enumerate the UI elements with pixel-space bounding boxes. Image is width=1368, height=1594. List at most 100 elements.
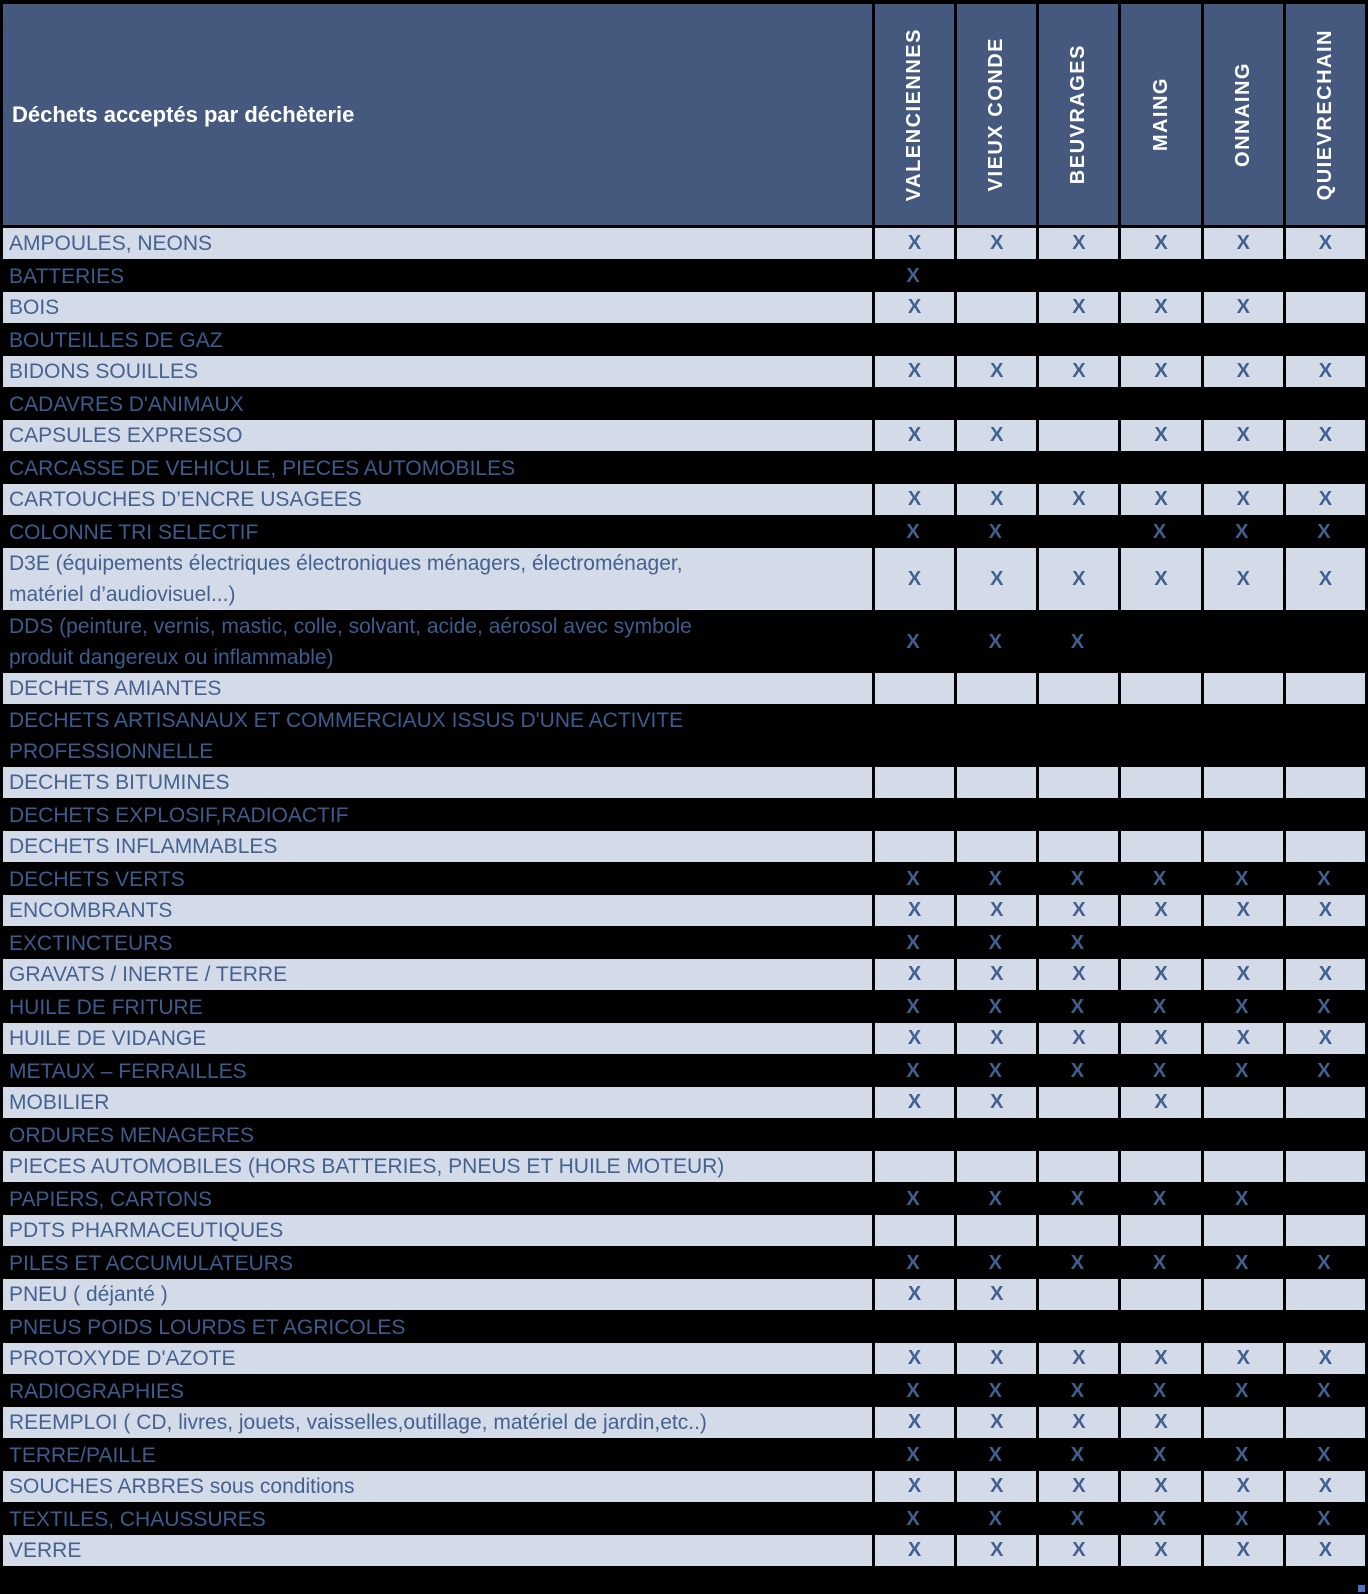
mark-cell xyxy=(1036,1279,1118,1310)
row-label: PDTS PHARMACEUTIQUES xyxy=(9,1219,284,1242)
mark-cell xyxy=(1036,388,1118,420)
table-row: PDTS PHARMACEUTIQUES xyxy=(3,1215,1365,1247)
table-row: DECHETS ARTISANAUX ET COMMERCIAUX ISSUS … xyxy=(3,705,1365,767)
table-row: CARTOUCHES D’ENCRE USAGEES X X X X X X xyxy=(3,484,1365,516)
column-header-label: QUIEVRECHAIN xyxy=(1313,28,1336,201)
mark-cell: X xyxy=(1152,1251,1167,1274)
mark-cell xyxy=(872,1311,954,1343)
mark-cell: X xyxy=(988,867,1002,890)
mark-cell xyxy=(1201,324,1283,356)
mark-cell: X xyxy=(1235,867,1249,890)
mark-cell: X xyxy=(954,959,1036,990)
mark-cell xyxy=(1201,611,1283,673)
mark-cell: X xyxy=(1282,548,1365,610)
mark-cell: X xyxy=(1118,895,1200,926)
mark-cell xyxy=(1200,831,1283,862)
mark-cell: X xyxy=(954,1407,1036,1438)
mark-cell: X xyxy=(1200,1343,1283,1374)
mark-cell xyxy=(1201,1119,1283,1151)
table-row: BOUTEILLES DE GAZ xyxy=(3,324,1365,356)
mark-cell xyxy=(1036,1119,1118,1151)
mark-cell xyxy=(1282,1279,1365,1310)
row-label: PROTOXYDE D'AZOTE xyxy=(9,1347,236,1370)
mark-cell xyxy=(872,1151,954,1182)
mark-cell: X xyxy=(1152,1379,1167,1402)
mark-cell: X xyxy=(988,630,1002,653)
table-row: DDS (peinture, vernis, mastic, colle, so… xyxy=(3,611,1365,673)
table-row: ORDURES MENAGERES xyxy=(3,1119,1365,1151)
mark-cell: X xyxy=(1317,867,1331,890)
table-row: GRAVATS / INERTE / TERRE X X X X X X xyxy=(3,959,1365,991)
row-label: PIECES AUTOMOBILES (HORS BATTERIES, PNEU… xyxy=(9,1155,725,1178)
mark-cell xyxy=(1200,1407,1283,1438)
table-row: COLONNE TRI SELECTIF X X X X X xyxy=(3,516,1365,548)
mark-cell: X xyxy=(872,1471,954,1502)
mark-cell xyxy=(1200,1215,1283,1246)
mark-cell xyxy=(1118,1151,1200,1182)
mark-cell: X xyxy=(1200,1471,1283,1502)
mark-cell: X xyxy=(1118,228,1200,259)
mark-cell: X xyxy=(1036,1023,1118,1054)
mark-cell: X xyxy=(1200,356,1283,387)
mark-cell xyxy=(1200,767,1283,798)
mark-cell xyxy=(954,452,1036,484)
mark-cell: X xyxy=(1036,1407,1118,1438)
mark-cell xyxy=(1201,388,1283,420)
mark-cell xyxy=(1200,673,1283,704)
mark-cell: X xyxy=(1317,1059,1331,1082)
mark-cell: X xyxy=(1200,959,1283,990)
mark-cell xyxy=(1036,705,1118,767)
mark-cell: X xyxy=(1282,1471,1365,1502)
mark-cell: X xyxy=(906,1443,920,1466)
mark-cell: X xyxy=(872,548,954,610)
mark-cell: X xyxy=(1070,1059,1085,1082)
mark-cell xyxy=(1200,1279,1283,1310)
mark-cell: X xyxy=(1036,1535,1118,1566)
mark-cell xyxy=(954,1215,1036,1246)
table-row: CAPSULES EXPRESSO X X X X X xyxy=(3,420,1365,452)
mark-cell: X xyxy=(872,959,954,990)
mark-cell xyxy=(872,673,954,704)
mark-cell xyxy=(872,1119,954,1151)
mark-cell xyxy=(1118,388,1200,420)
mark-cell xyxy=(1036,799,1118,831)
mark-cell: X xyxy=(1152,1443,1167,1466)
mark-cell xyxy=(1036,420,1118,451)
selection-fill-handle-icon xyxy=(1358,1585,1365,1592)
mark-cell: X xyxy=(1152,867,1167,890)
mark-cell: X xyxy=(1118,1407,1200,1438)
mark-cell xyxy=(954,705,1036,767)
row-label: PNEUS POIDS LOURDS ET AGRICOLES xyxy=(9,1315,406,1339)
mark-cell: X xyxy=(1282,484,1365,515)
table-row: HUILE DE VIDANGE X X X X X X xyxy=(3,1023,1365,1055)
row-label: TERRE/PAILLE xyxy=(9,1443,156,1467)
mark-cell xyxy=(1200,1087,1283,1118)
mark-cell xyxy=(954,324,1036,356)
mark-cell: X xyxy=(1070,867,1085,890)
mark-cell: X xyxy=(1317,1379,1331,1402)
mark-cell xyxy=(1282,673,1365,704)
mark-cell: X xyxy=(954,1471,1036,1502)
mark-cell: X xyxy=(1200,1535,1283,1566)
mark-cell: X xyxy=(954,895,1036,926)
mark-cell xyxy=(1118,324,1200,356)
mark-cell: X xyxy=(872,1023,954,1054)
row-label: RADIOGRAPHIES xyxy=(9,1379,185,1403)
row-label: CAPSULES EXPRESSO xyxy=(9,424,243,447)
mark-cell: X xyxy=(988,931,1002,954)
mark-cell xyxy=(1283,1311,1365,1343)
table-row: PAPIERS, CARTONS X X X X X xyxy=(3,1183,1365,1215)
mark-cell: X xyxy=(988,1379,1002,1402)
mark-cell: X xyxy=(988,520,1002,543)
mark-cell: X xyxy=(1036,895,1118,926)
table-row: DECHETS INFLAMMABLES xyxy=(3,831,1365,863)
row-label: DECHETS EXPLOSIF,RADIOACTIF xyxy=(9,803,349,827)
row-label: D3E (équipements électriques électroniqu… xyxy=(9,552,683,606)
row-label: BOUTEILLES DE GAZ xyxy=(9,328,223,352)
row-label: ORDURES MENAGERES xyxy=(9,1123,255,1147)
mark-cell xyxy=(1036,767,1118,798)
mark-cell: X xyxy=(906,1059,920,1082)
mark-cell: X xyxy=(1070,1187,1085,1210)
mark-cell xyxy=(954,388,1036,420)
mark-cell xyxy=(1118,767,1200,798)
